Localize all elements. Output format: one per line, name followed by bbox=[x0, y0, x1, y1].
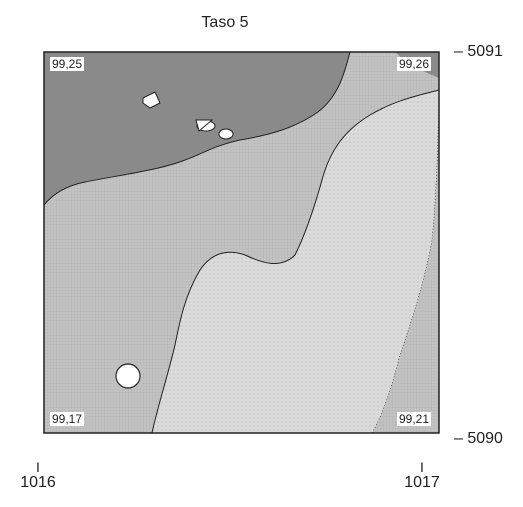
map-frame bbox=[43, 51, 440, 434]
island-4 bbox=[195, 119, 214, 132]
x-tick-right-label: 1017 bbox=[404, 474, 440, 491]
x-tick-left-mark: I bbox=[36, 459, 40, 475]
x-tick-left-label: 1016 bbox=[20, 474, 56, 491]
corner-label-bottom-left: 99,17 bbox=[50, 412, 85, 426]
island-5 bbox=[115, 363, 141, 389]
contour-line-upper bbox=[43, 51, 351, 206]
y-tick-bottom: – 5090 bbox=[454, 430, 503, 447]
corner-label-top-right: 99,26 bbox=[397, 57, 432, 71]
corner-label-top-left: 99,25 bbox=[50, 57, 85, 71]
contour-line-lower bbox=[151, 89, 440, 434]
island-3 bbox=[218, 128, 234, 140]
corner-label-bottom-right: 99,21 bbox=[397, 412, 432, 426]
x-tick-right-mark: I bbox=[420, 459, 424, 475]
map-title: Taso 5 bbox=[201, 14, 249, 31]
high-zone bbox=[44, 52, 350, 205]
x-tick-right: I 1017 bbox=[397, 460, 447, 492]
island-1 bbox=[142, 91, 161, 109]
y-tick-top: – 5091 bbox=[454, 43, 503, 60]
x-tick-left: I 1016 bbox=[13, 460, 63, 492]
